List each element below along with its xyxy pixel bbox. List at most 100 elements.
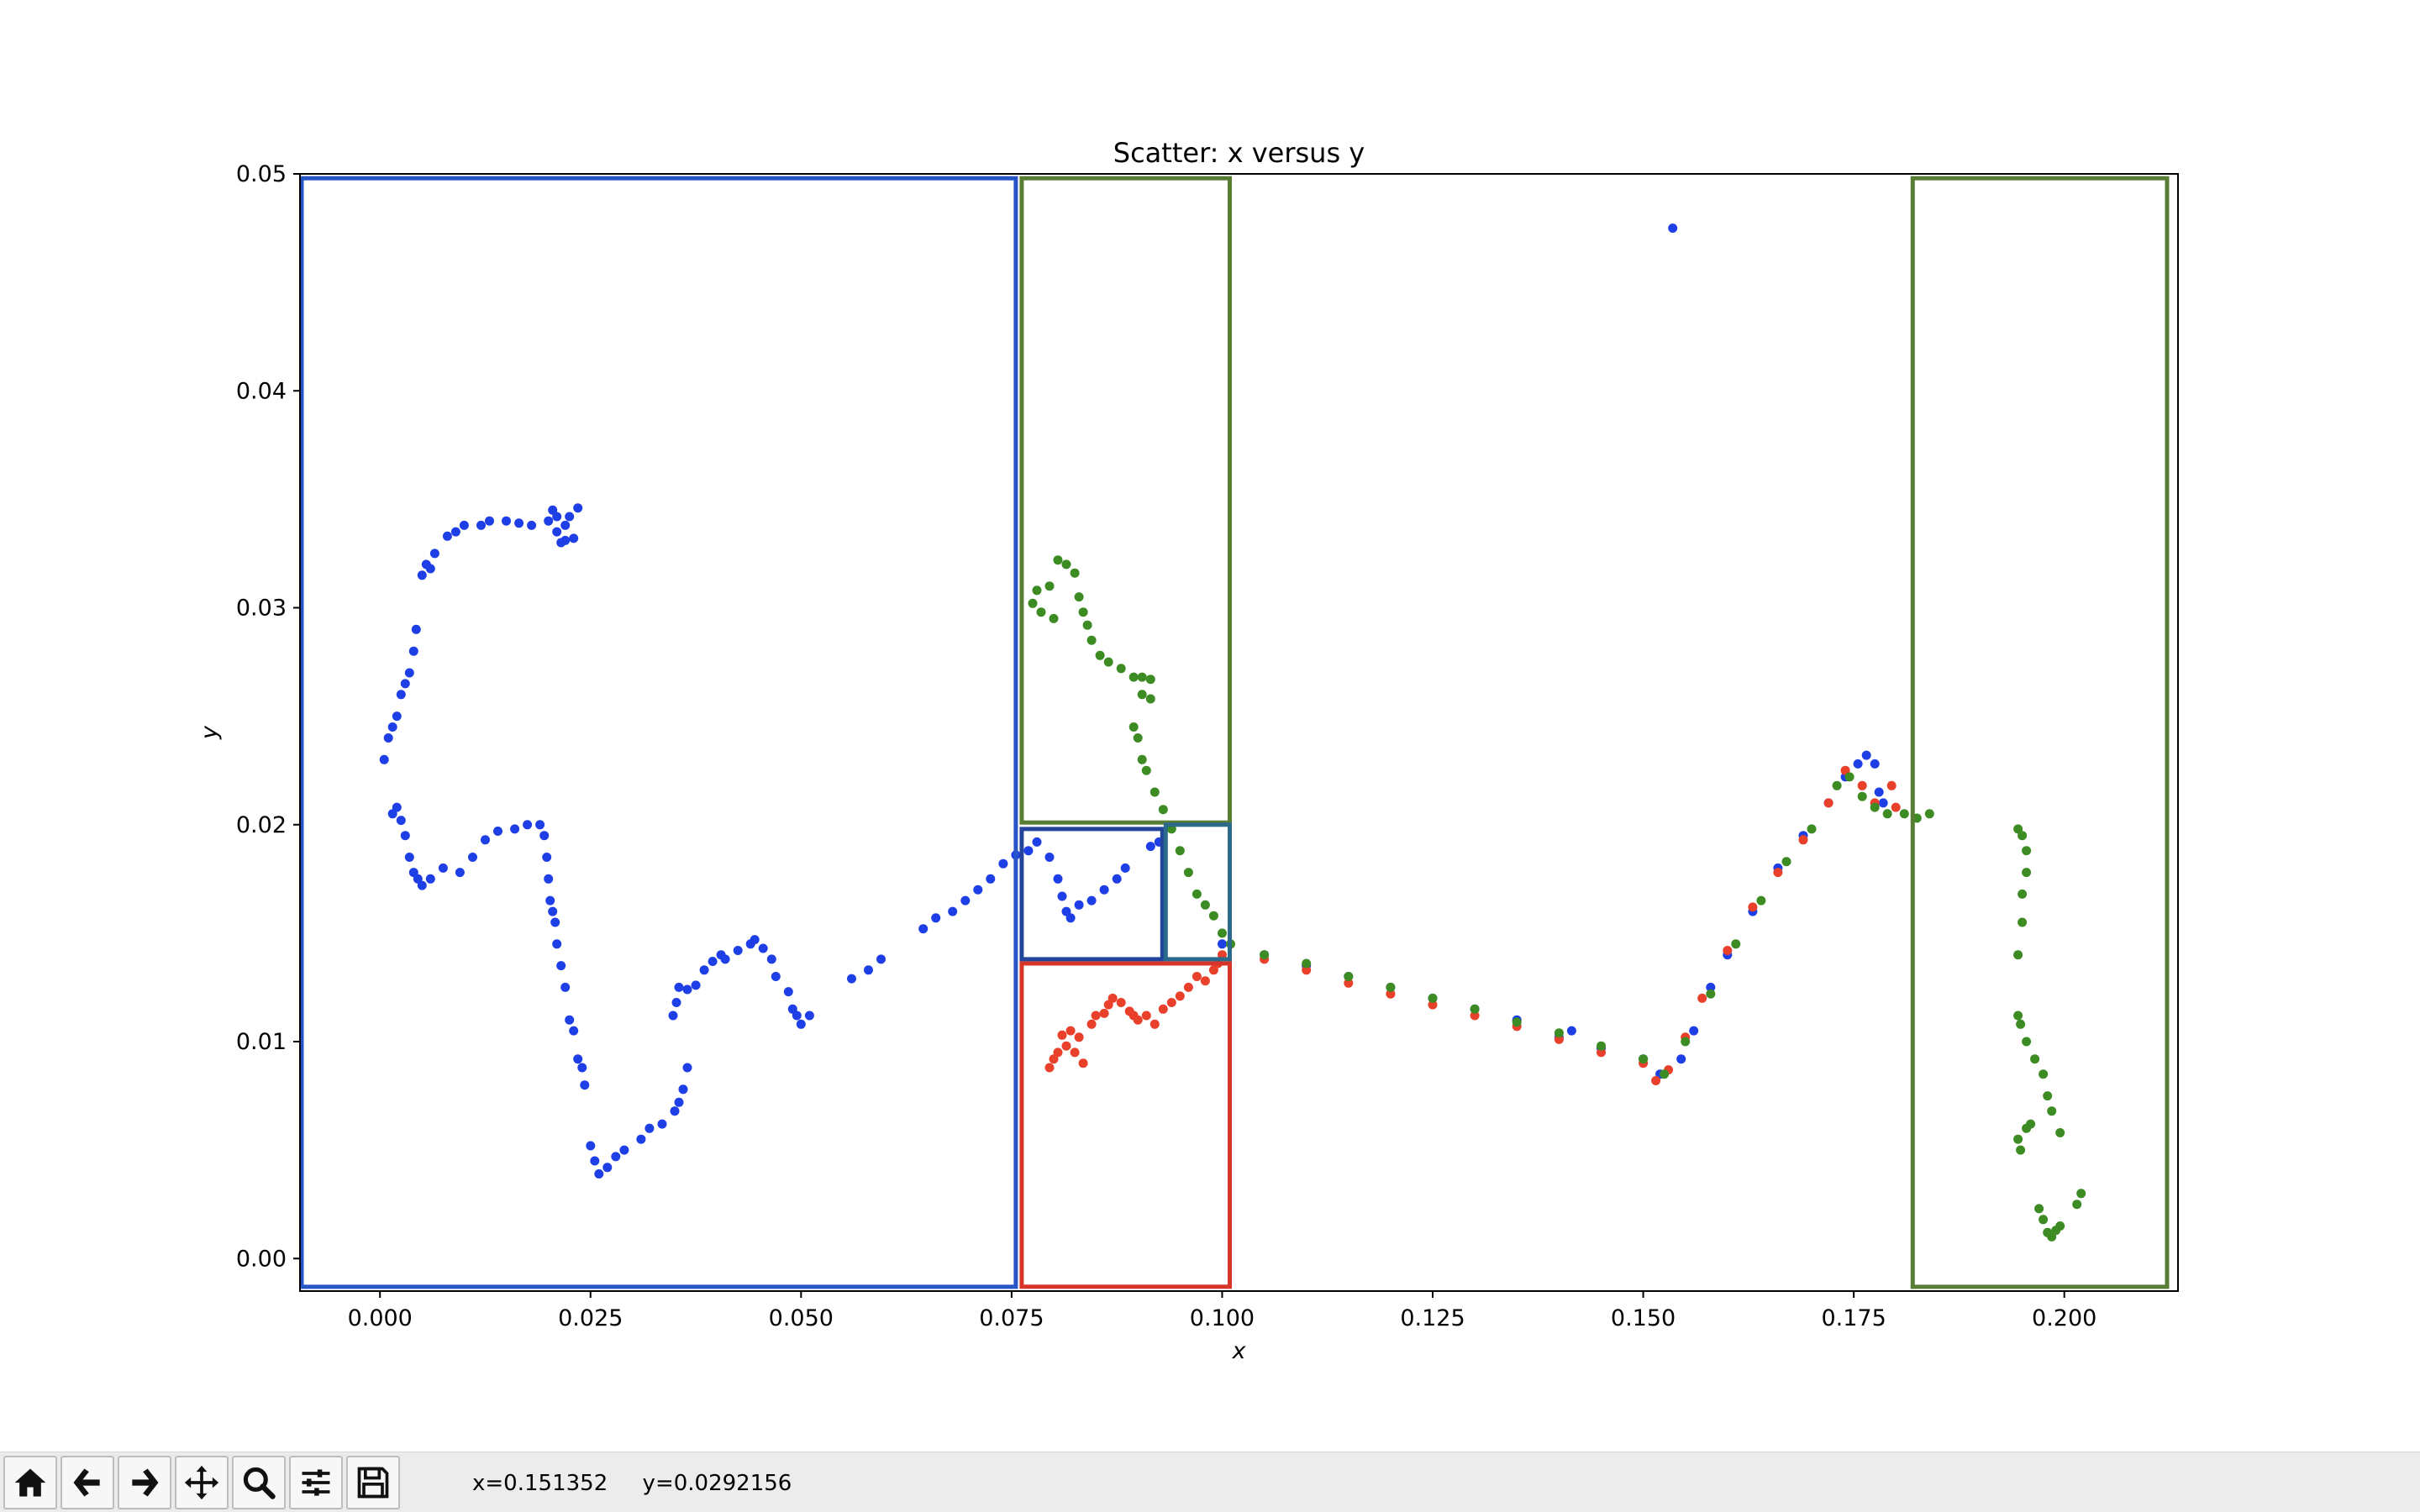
data-point (404, 853, 414, 862)
data-point (552, 512, 562, 522)
data-point (1192, 889, 1202, 899)
data-point (580, 1080, 590, 1090)
data-point (960, 895, 971, 906)
data-point (1639, 1054, 1649, 1064)
data-point (544, 516, 554, 526)
data-point (1150, 1019, 1160, 1029)
zoom-button[interactable] (232, 1456, 286, 1509)
data-point (550, 917, 560, 927)
pan-button[interactable] (175, 1456, 229, 1509)
zoom-icon (243, 1467, 276, 1499)
data-point (674, 1097, 684, 1107)
data-point (998, 858, 1008, 869)
data-point (577, 1063, 587, 1073)
data-point (417, 880, 427, 890)
data-point (565, 1015, 575, 1025)
data-point (2043, 1091, 2053, 1101)
home-button[interactable] (3, 1456, 57, 1509)
data-point (2018, 917, 2028, 927)
data-point (1924, 809, 1934, 819)
data-point (1044, 853, 1055, 862)
data-point (1099, 1008, 1109, 1018)
data-point (1861, 750, 1871, 760)
cursor-coordinates: x=0.151352 y=0.0292156 (472, 1471, 792, 1496)
data-point (1192, 972, 1202, 981)
data-point (1807, 824, 1817, 834)
data-point (1044, 581, 1055, 591)
data-point (1053, 555, 1063, 565)
figure-canvas[interactable]: 0.000 0.025 0.050 0.075 0.100 0.125 0.150 0.175… (0, 0, 2420, 1452)
data-point (1116, 998, 1126, 1007)
data-point (1773, 868, 1783, 878)
data-point (594, 1169, 604, 1179)
data-point (468, 853, 477, 862)
data-point (1208, 965, 1218, 975)
data-point (2022, 846, 2032, 856)
save-icon (357, 1467, 389, 1499)
configure-subplots-icon (302, 1469, 330, 1496)
save-button[interactable] (346, 1456, 400, 1509)
data-point (2013, 824, 2023, 834)
data-point (1028, 598, 1038, 608)
data-point (2076, 1189, 2086, 1199)
y-tick-label: 0.02 (236, 812, 287, 838)
data-point (1049, 1054, 1059, 1064)
back-button[interactable] (60, 1456, 114, 1509)
data-point (1706, 982, 1716, 992)
data-point (1107, 993, 1118, 1003)
data-point (771, 972, 781, 981)
y-tick-label: 0.05 (236, 161, 287, 187)
data-point (1183, 868, 1193, 878)
axes-frame (299, 173, 2179, 1292)
data-point (400, 831, 410, 841)
data-point (590, 1156, 600, 1166)
x-axis-label: x (1232, 1338, 1247, 1364)
data-point (2030, 1054, 2040, 1064)
data-point (876, 954, 886, 964)
forward-button[interactable] (118, 1456, 171, 1509)
series-0 (379, 223, 1888, 1179)
data-point (1882, 809, 1892, 819)
data-point (573, 1054, 583, 1064)
scatter-chart: 0.000 0.025 0.050 0.075 0.100 0.125 0.150 0.175… (197, 137, 2179, 1364)
x-tick-label: 0.000 (348, 1305, 413, 1331)
data-point (733, 946, 743, 955)
y-tick-label: 0.00 (236, 1246, 287, 1272)
data-point (619, 1145, 629, 1155)
data-point (1844, 772, 1854, 782)
data-point (539, 831, 550, 841)
data-point (1078, 607, 1088, 617)
data-point (1470, 1011, 1480, 1021)
data-point (565, 512, 575, 522)
data-point (556, 961, 566, 971)
selection-rectangle-0 (299, 176, 1018, 1289)
data-point (1260, 950, 1270, 960)
data-point (1302, 965, 1312, 975)
data-point (1158, 1004, 1168, 1014)
data-point (1137, 690, 1147, 700)
data-point (2039, 1069, 2049, 1079)
data-point (1706, 989, 1716, 999)
data-point (864, 965, 873, 975)
back-arrow-icon (73, 1468, 100, 1497)
data-point (387, 722, 397, 732)
data-point (1128, 672, 1139, 682)
forward-arrow-icon (132, 1468, 159, 1497)
data-point (1428, 1000, 1438, 1010)
data-point (1133, 733, 1143, 743)
data-point (485, 516, 494, 526)
configure-subplots-button[interactable] (289, 1456, 343, 1509)
data-point (792, 1011, 802, 1021)
data-point (1061, 1041, 1071, 1051)
data-point (404, 668, 414, 678)
data-point (1723, 946, 1733, 955)
data-point (442, 531, 452, 541)
data-point (1832, 780, 1842, 790)
data-point (758, 943, 768, 953)
data-point (1070, 1047, 1080, 1058)
data-point (425, 564, 435, 574)
data-point (657, 1119, 667, 1129)
data-point (1183, 982, 1193, 992)
data-point (1175, 846, 1185, 856)
data-point (560, 535, 571, 545)
